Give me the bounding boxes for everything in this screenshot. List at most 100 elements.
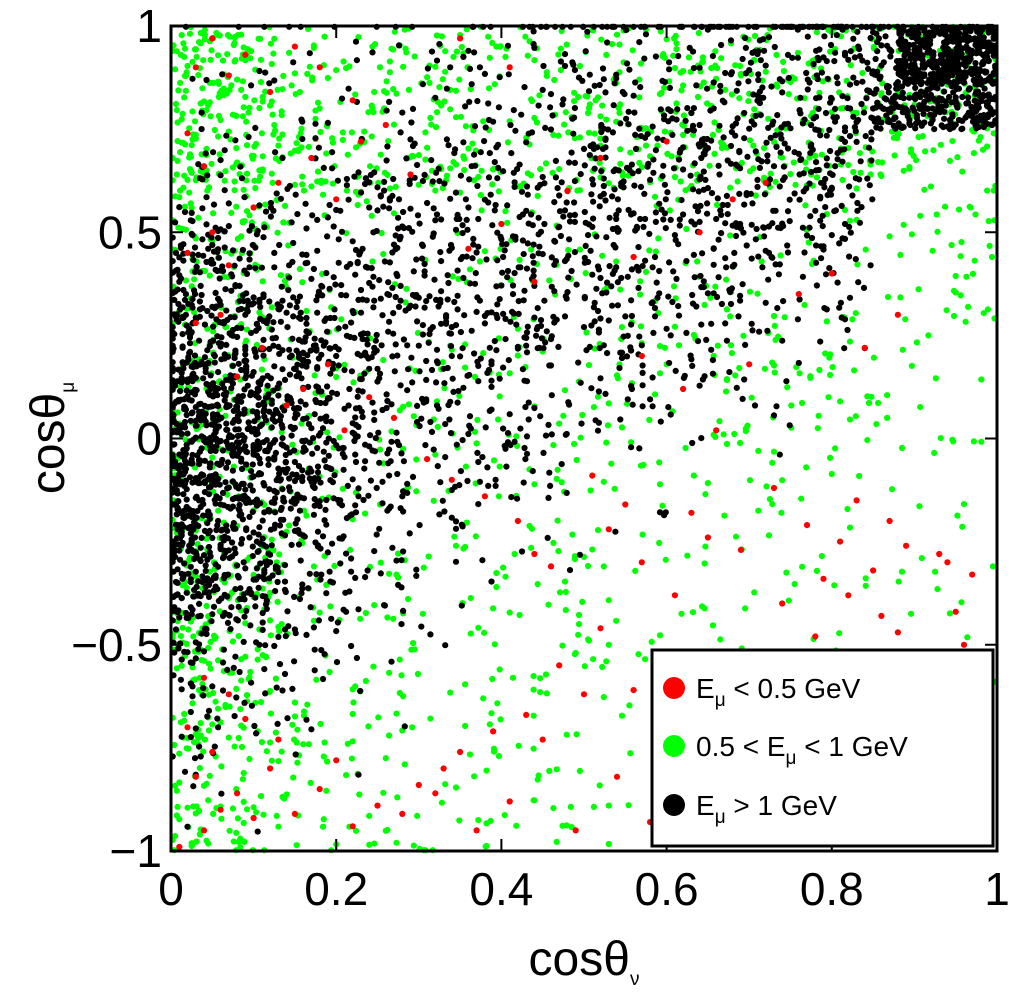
point-black-2602 [187,417,194,424]
point-black-1731 [675,156,683,163]
point-green-928 [451,533,458,540]
point-black-2107 [357,189,365,196]
point-black-1214 [675,53,682,60]
point-black-2609 [305,358,312,365]
point-black-1586 [306,475,313,482]
point-black-2555 [680,374,688,381]
point-black-2659 [178,374,185,381]
point-green-111 [354,201,361,209]
point-green-534 [450,53,457,61]
point-black-1349 [524,191,531,198]
point-green-960 [326,668,333,676]
point-green-1051 [460,545,467,552]
point-green-1813 [203,535,210,542]
point-black-23 [204,172,211,179]
point-black-1932 [384,450,391,457]
point-green-619 [462,722,469,730]
point-green-399 [386,69,393,76]
point-black-2557 [384,397,391,405]
point-black-1757 [255,402,262,409]
point-green-1168 [732,372,739,379]
point-black-1289 [764,327,771,334]
point-black-1048 [625,108,632,115]
point-green-118 [616,109,623,117]
point-black-1956 [359,336,366,343]
point-green-341 [884,293,892,301]
point-green-198 [189,108,196,115]
point-green-1449 [518,182,525,190]
point-black-1221 [786,422,793,429]
point-black-2492 [419,178,426,185]
point-green-988 [410,413,417,420]
point-black-1037 [383,107,390,114]
point-black-2199 [637,133,645,140]
point-black-1430 [781,121,788,128]
point-green-332 [231,187,238,194]
point-green-1307 [582,93,589,100]
point-black-1435 [202,150,209,157]
point-green-1959 [182,72,189,79]
point-black-749 [229,362,236,369]
point-green-9 [430,497,437,504]
point-green-1876 [275,823,282,830]
point-black-2263 [329,540,336,547]
point-black-1763 [515,298,522,305]
point-green-527 [480,695,487,702]
point-black-1778 [172,481,180,488]
point-black-2309 [548,333,555,340]
point-green-929 [591,345,598,352]
point-black-1770 [551,237,558,244]
point-green-907 [952,272,959,280]
point-black-2265 [374,378,381,385]
point-black-1964 [541,220,548,228]
point-black-1924 [268,326,275,333]
point-green-844 [509,674,517,681]
point-green-770 [970,150,978,157]
point-black-187 [191,352,199,359]
point-black-2499 [517,264,524,271]
point-black-2192 [215,369,222,376]
point-black-2144 [838,202,845,209]
point-black-857 [362,574,369,581]
point-green-925 [467,630,474,637]
point-black-1043 [715,236,722,243]
point-black-1277 [399,109,406,116]
point-green-1061 [736,95,743,102]
point-black-1786 [314,216,321,223]
point-green-1308 [257,793,265,800]
point-green-1710 [228,209,235,216]
point-black-1231 [604,350,611,357]
point-black-497 [338,282,345,289]
point-black-1884 [377,295,384,302]
point-black-619 [631,109,638,116]
point-black-73 [806,180,813,187]
point-black-1827 [624,273,631,280]
point-green-1382 [799,563,806,570]
point-green-1698 [258,366,265,373]
point-black-1561 [639,263,646,270]
point-black-2776 [314,528,322,535]
point-green-1904 [267,589,274,596]
point-black-1491 [457,329,464,336]
point-black-2019 [534,324,541,331]
point-black-1417 [582,242,589,249]
point-green-1870 [205,797,212,804]
point-black-1706 [690,251,698,258]
point-green-828 [791,75,798,82]
point-green-1541 [751,589,758,596]
point-black-671 [587,247,594,254]
point-black-2237 [525,416,532,423]
point-green-1291 [526,522,533,530]
point-black-1454 [351,173,358,180]
point-black-41 [614,196,622,203]
point-black-2643 [242,565,249,572]
point-black-883 [332,281,339,288]
point-green-1366 [813,174,821,181]
point-black-1357 [808,143,815,150]
point-black-984 [955,116,963,124]
point-green-1185 [554,466,561,473]
point-green-745 [594,527,602,534]
point-black-2797 [342,323,349,330]
point-green-1226 [447,106,454,113]
point-black-2374 [392,293,399,301]
